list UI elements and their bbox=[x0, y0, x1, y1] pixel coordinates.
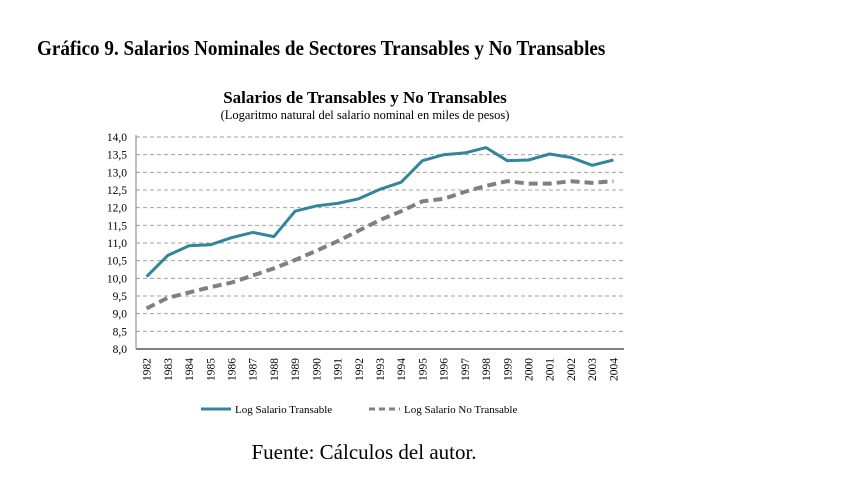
y-tick-label: 8,5 bbox=[113, 326, 128, 338]
y-tick-label: 9,0 bbox=[113, 309, 128, 321]
y-tick-label: 9,5 bbox=[113, 291, 128, 303]
series-line-no-transable bbox=[145, 179, 614, 311]
series-line-transable bbox=[145, 146, 614, 278]
x-axis-ticks: 1982 1983 1984 1985 1986 1987 1988 1989 1990 1991… bbox=[142, 358, 621, 381]
x-tick-label: 2003 bbox=[587, 358, 599, 381]
y-tick-label: 13,0 bbox=[107, 167, 127, 179]
x-tick-label: 1982 bbox=[142, 358, 154, 381]
legend-label-no-transable: Log Salario No Transable bbox=[404, 404, 517, 416]
x-tick-label: 1987 bbox=[248, 358, 260, 381]
x-tick-label: 1990 bbox=[311, 358, 323, 381]
y-tick-label: 12,0 bbox=[107, 203, 127, 215]
chart-subtitle: (Logaritmo natural del salario nominal e… bbox=[221, 108, 510, 122]
series bbox=[145, 146, 614, 311]
x-tick-label: 1991 bbox=[333, 358, 345, 381]
x-tick-label: 2004 bbox=[608, 358, 620, 381]
x-tick-label: 2001 bbox=[545, 358, 557, 381]
x-tick-label: 2002 bbox=[566, 358, 578, 381]
y-tick-label: 8,0 bbox=[113, 344, 128, 356]
legend-label-transable: Log Salario Transable bbox=[235, 404, 332, 416]
x-tick-label: 1989 bbox=[290, 358, 302, 381]
x-tick-label: 1999 bbox=[502, 358, 514, 381]
y-tick-label: 10,0 bbox=[107, 273, 127, 285]
x-tick-label: 1994 bbox=[396, 358, 408, 381]
x-tick-label: 1988 bbox=[269, 358, 281, 381]
legend: Log Salario Transable Log Salario No Tra… bbox=[201, 404, 517, 416]
x-tick-label: 1998 bbox=[481, 358, 493, 381]
x-tick-label: 1996 bbox=[439, 358, 451, 381]
x-tick-label: 1983 bbox=[163, 358, 175, 381]
x-tick-label: 1995 bbox=[417, 358, 429, 381]
x-tick-label: 2000 bbox=[524, 358, 536, 381]
x-tick-label: 1997 bbox=[460, 358, 472, 381]
y-tick-label: 13,5 bbox=[107, 150, 127, 162]
y-tick-label: 11,0 bbox=[107, 238, 127, 250]
y-tick-label: 14,0 bbox=[107, 132, 127, 144]
figure-title: Gráfico 9. Salarios Nominales de Sectore… bbox=[37, 36, 606, 60]
x-tick-label: 1992 bbox=[354, 358, 366, 381]
y-tick-label: 11,5 bbox=[107, 220, 127, 232]
x-tick-label: 1993 bbox=[375, 358, 387, 381]
x-tick-label: 1984 bbox=[184, 358, 196, 381]
y-axis-ticks: 8,0 8,5 9,0 9,5 10,0 10,5 11,0 11,5 12,0 12,5 13,0… bbox=[107, 132, 127, 356]
x-tick-label: 1985 bbox=[205, 358, 217, 381]
x-tick-label: 1986 bbox=[226, 358, 238, 381]
source-note: Fuente: Cálculos del autor. bbox=[251, 440, 477, 464]
chart-title: Salarios de Transables y No Transables bbox=[223, 88, 507, 107]
y-tick-label: 10,5 bbox=[107, 256, 127, 268]
y-tick-label: 12,5 bbox=[107, 185, 127, 197]
gridlines bbox=[136, 136, 624, 332]
